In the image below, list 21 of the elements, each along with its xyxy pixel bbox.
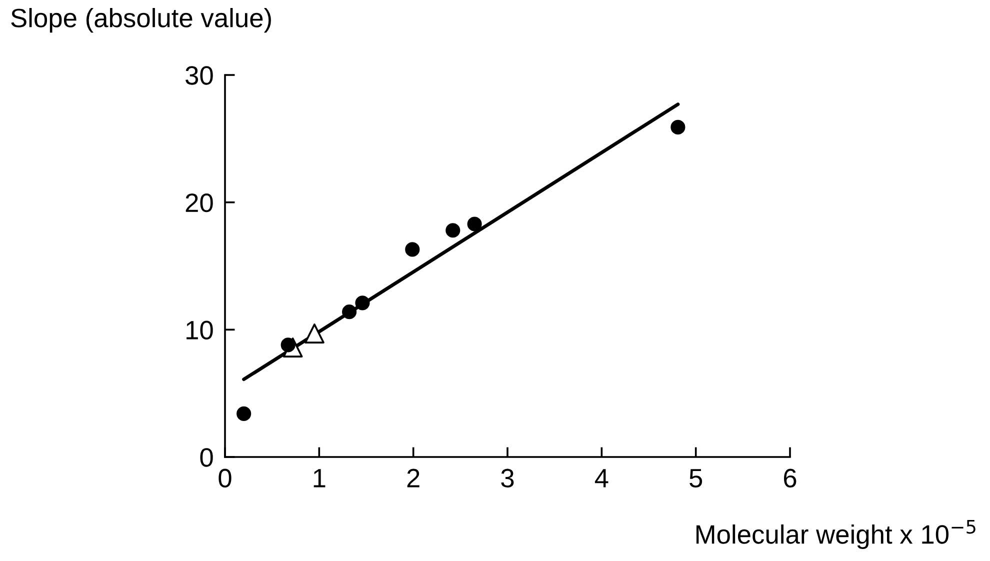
x-tick-label: 0 bbox=[218, 468, 232, 488]
point bbox=[446, 223, 460, 238]
y-axis-title: Slope (absolute value) bbox=[11, 8, 271, 33]
y-tick-label: 30 bbox=[186, 66, 213, 85]
x-tick-label: 4 bbox=[594, 469, 608, 488]
x-tick-label: 5 bbox=[690, 469, 702, 488]
y-tick-label: 0 bbox=[200, 448, 213, 467]
x-axis-title: Molecular weight x 10$^{−5}$ bbox=[696, 520, 976, 550]
point bbox=[236, 406, 252, 421]
x-tick-label: 2 bbox=[407, 468, 420, 488]
point bbox=[670, 120, 686, 134]
y-tick-label: 20 bbox=[186, 193, 213, 212]
point bbox=[467, 216, 482, 232]
x-tick-label: 3 bbox=[501, 468, 514, 488]
point bbox=[355, 296, 370, 310]
x-tick-label: 1 bbox=[314, 469, 326, 488]
point bbox=[304, 324, 324, 344]
point bbox=[405, 242, 420, 257]
y-tick-label: 10 bbox=[186, 320, 213, 340]
point bbox=[342, 304, 357, 320]
x-tick-label: 6 bbox=[784, 468, 796, 488]
